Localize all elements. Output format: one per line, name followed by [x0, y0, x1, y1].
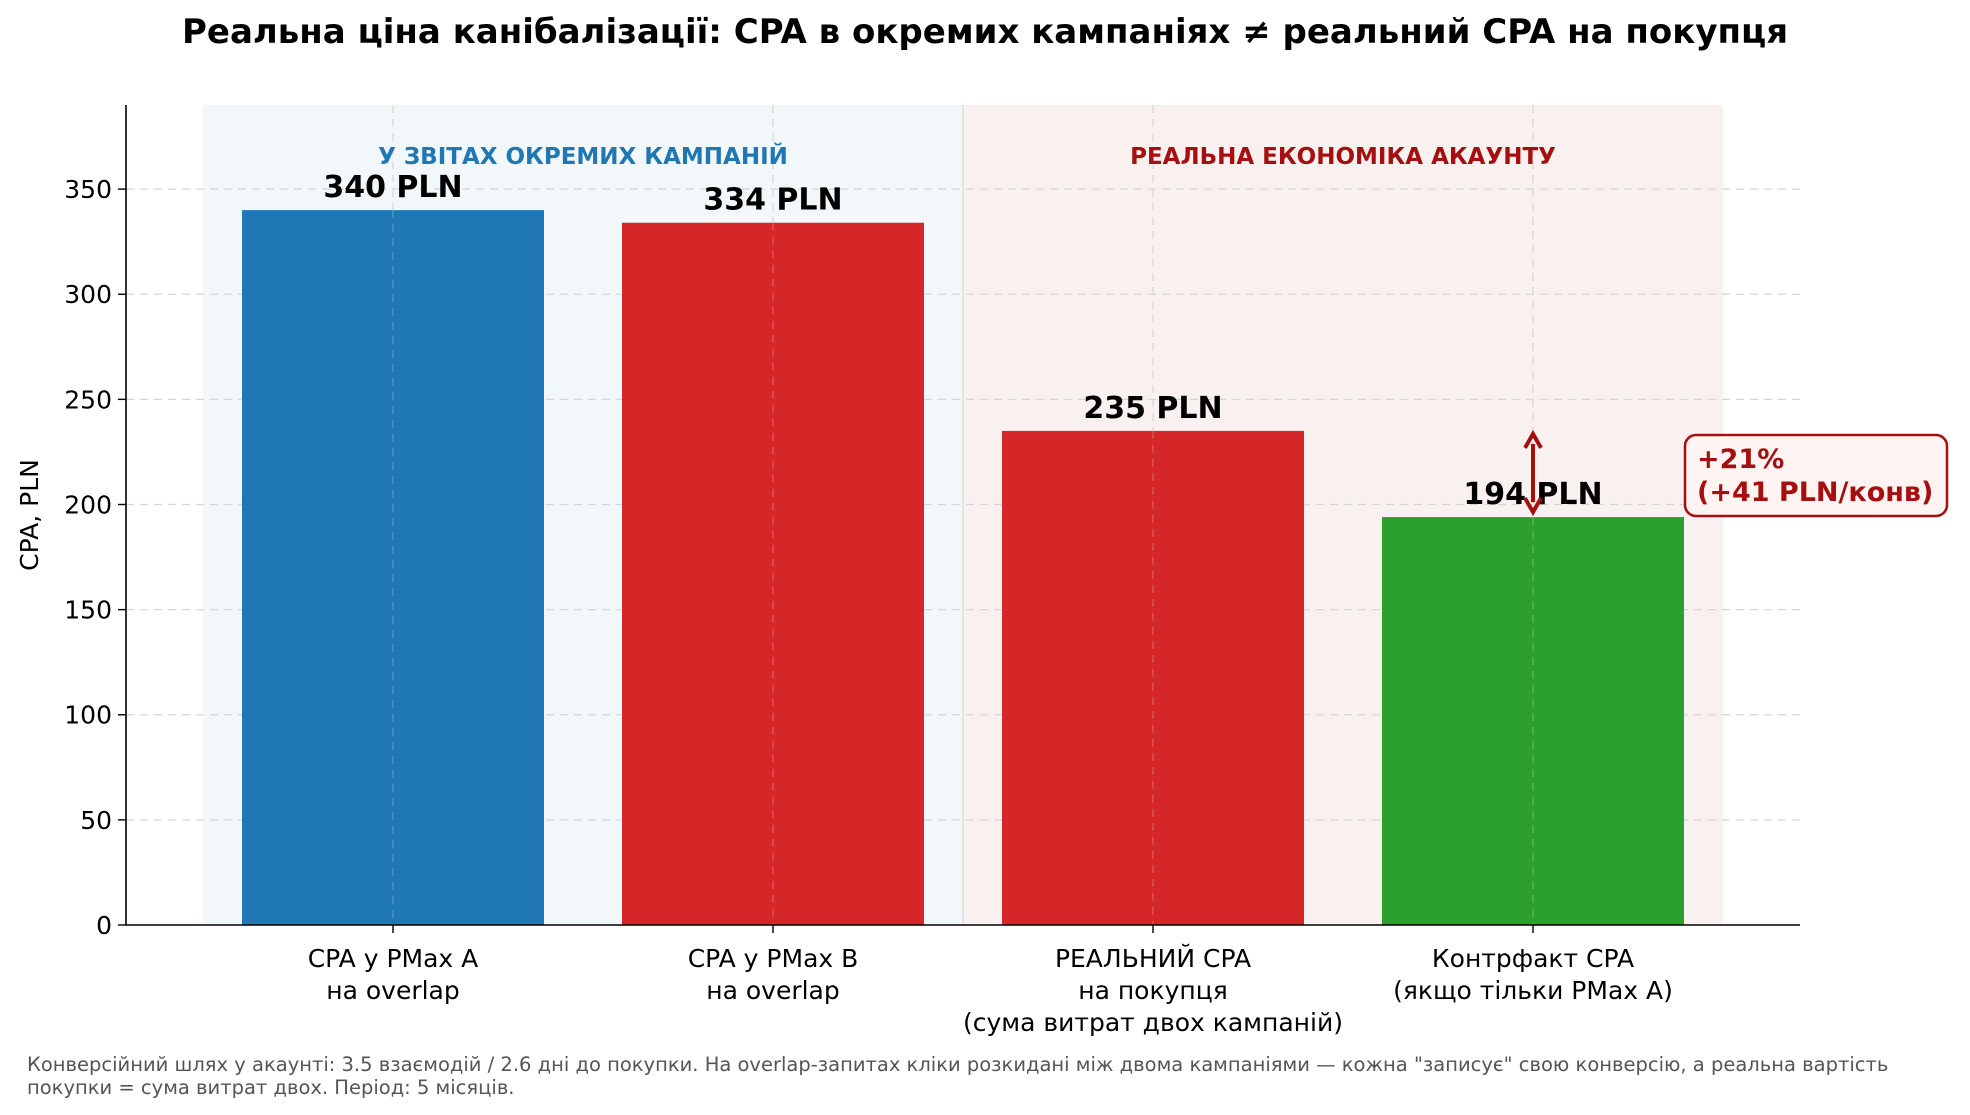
y-tick-label: 150 — [64, 596, 112, 625]
region-title-0: У ЗВІТАХ ОКРЕМИХ КАМПАНІЙ — [378, 142, 788, 170]
chart-title: Реальна ціна канібалізації: CPA в окреми… — [181, 12, 1789, 52]
x-category-label: Контрфакт CPA — [1432, 944, 1634, 973]
annotation-line-0: +21% — [1697, 444, 1784, 475]
x-category-label: (якщо тільки PMax A) — [1393, 976, 1673, 1005]
annotation-line-1: (+41 PLN/конв) — [1697, 477, 1933, 508]
bar-2 — [1002, 430, 1304, 925]
y-tick-label: 300 — [64, 280, 112, 309]
x-category-label: на покупця — [1078, 976, 1228, 1005]
value-label-0: 340 PLN — [323, 170, 462, 205]
y-axis-title: CPA, PLN — [15, 459, 44, 571]
bar-0 — [242, 210, 544, 926]
x-category-label: на overlap — [326, 976, 460, 1005]
x-category-label: (сума витрат двох кампаній) — [963, 1008, 1343, 1037]
x-category-label: РЕАЛЬНИЙ CPA — [1055, 944, 1251, 973]
bar-3 — [1382, 517, 1684, 925]
x-category-label: CPA у PMax A — [308, 944, 479, 973]
annotation-arrow-head-up — [1523, 429, 1543, 449]
x-category-label: CPA у PMax B — [688, 944, 859, 973]
annotation-arrow-head-down — [1523, 497, 1543, 517]
y-tick-label: 0 — [96, 911, 112, 940]
value-label-2: 235 PLN — [1083, 391, 1222, 426]
bar-1 — [622, 222, 924, 925]
y-tick-label: 50 — [80, 806, 112, 835]
y-tick-label: 100 — [64, 701, 112, 730]
y-tick-label: 200 — [64, 490, 112, 519]
value-label-1: 334 PLN — [703, 183, 842, 218]
footnote: Конверсійний шлях у акаунті: 3.5 взаємод… — [27, 1053, 1889, 1099]
y-tick-label: 350 — [64, 175, 112, 204]
y-tick-label: 250 — [64, 385, 112, 414]
annotation-box — [1683, 433, 1949, 518]
x-category-label: на overlap — [706, 976, 840, 1005]
region-title-1: РЕАЛЬНА ЕКОНОМІКА АКАУНТУ — [1130, 144, 1556, 170]
